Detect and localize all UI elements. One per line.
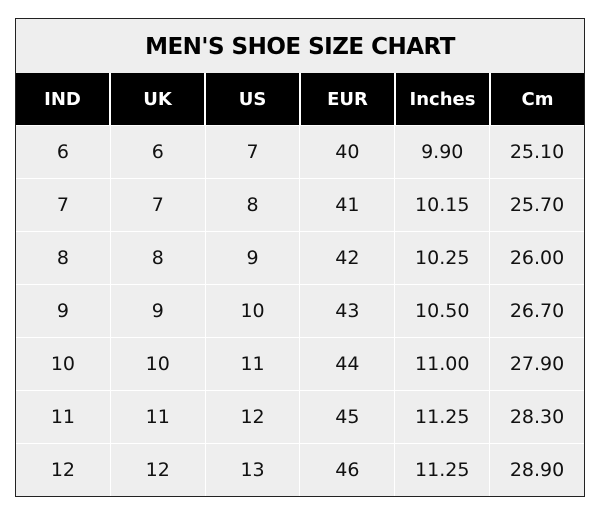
table-cell: 12 [109,444,205,496]
table-cell: 44 [299,338,394,390]
table-cell: 42 [299,232,394,284]
table-cell: 9 [56,300,69,322]
table-row: 6 6 7 40 9.90 25.10 [16,125,584,178]
table-cell: 11.25 [394,391,489,443]
table-cell: 10 [204,285,300,337]
column-header: Inches [394,73,489,125]
size-chart-table: MEN'S SHOE SIZE CHART IND UK US EUR Inches Cm… [15,18,585,497]
table-cell: 9.90 [394,126,489,178]
table-row: 7 7 8 41 10.15 25.70 [16,178,584,231]
table-cell: 10 [50,353,75,375]
table-cell: 10.25 [394,232,489,284]
table-cell: 13 [204,444,300,496]
table-cell: 10 [109,338,205,390]
table-row: 9 9 10 43 10.50 26.70 [16,284,584,337]
table-cell: 11.25 [394,444,489,496]
column-header: EUR [299,73,394,125]
column-header: Cm [489,73,584,125]
table-cell: 46 [299,444,394,496]
table-cell: 7 [204,126,300,178]
table-cell: 11 [204,338,300,390]
table-cell: 11 [109,391,205,443]
column-header: US [204,73,299,125]
table-cell: 27.90 [489,338,584,390]
table-body: 6 6 7 40 9.90 25.10 7 7 8 41 10.15 25.70 8 8 9 42 10.25 2… [16,125,584,496]
table-cell: 6 [109,126,205,178]
table-cell: 40 [299,126,394,178]
table-cell: 26.70 [489,285,584,337]
table-cell: 8 [204,179,300,231]
table-cell: 9 [109,285,205,337]
column-header: UK [109,73,204,125]
table-cell: 12 [50,459,75,481]
table-cell: 6 [56,141,69,163]
table-row: 11 11 12 45 11.25 28.30 [16,390,584,443]
table-cell: 43 [299,285,394,337]
table-cell: 11 [50,406,75,428]
table-cell: 8 [109,232,205,284]
table-cell: 28.30 [489,391,584,443]
table-cell: 25.10 [489,126,584,178]
table-title: MEN'S SHOE SIZE CHART [145,34,455,60]
table-cell: 10.50 [394,285,489,337]
table-row: 8 8 9 42 10.25 26.00 [16,231,584,284]
table-cell: 25.70 [489,179,584,231]
table-cell: 28.90 [489,444,584,496]
table-cell: 41 [299,179,394,231]
table-cell: 9 [204,232,300,284]
column-header: IND [44,88,81,110]
table-cell: 11.00 [394,338,489,390]
table-row: 10 10 11 44 11.00 27.90 [16,337,584,390]
table-cell: 26.00 [489,232,584,284]
header-row: IND UK US EUR Inches Cm [16,73,584,125]
table-cell: 8 [56,247,69,269]
table-cell: 12 [204,391,300,443]
table-cell: 10.15 [394,179,489,231]
table-row: 12 12 13 46 11.25 28.90 [16,443,584,496]
table-cell: 7 [109,179,205,231]
table-cell: 7 [56,194,69,216]
table-cell: 45 [299,391,394,443]
